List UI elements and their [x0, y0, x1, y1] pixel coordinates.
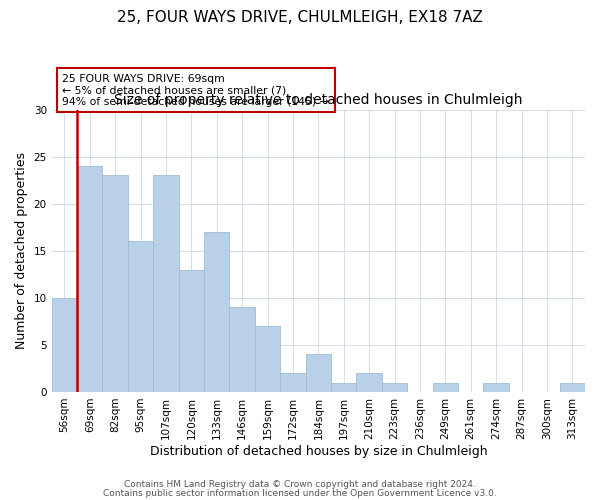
Text: 25 FOUR WAYS DRIVE: 69sqm
← 5% of detached houses are smaller (7)
94% of semi-de: 25 FOUR WAYS DRIVE: 69sqm ← 5% of detach… [62, 74, 329, 106]
Bar [305, 354, 331, 392]
Bar [356, 373, 382, 392]
Bar [382, 382, 407, 392]
Text: 25, FOUR WAYS DRIVE, CHULMLEIGH, EX18 7AZ: 25, FOUR WAYS DRIVE, CHULMLEIGH, EX18 7A… [117, 10, 483, 25]
Bar [52, 298, 77, 392]
Bar [103, 176, 128, 392]
Bar [484, 382, 509, 392]
Bar [560, 382, 585, 392]
X-axis label: Distribution of detached houses by size in Chulmleigh: Distribution of detached houses by size … [149, 444, 487, 458]
Bar [280, 373, 305, 392]
Bar [77, 166, 103, 392]
Bar [229, 307, 255, 392]
Text: Contains HM Land Registry data © Crown copyright and database right 2024.: Contains HM Land Registry data © Crown c… [124, 480, 476, 489]
Bar [255, 326, 280, 392]
Bar [179, 270, 204, 392]
Bar [331, 382, 356, 392]
Bar [204, 232, 229, 392]
Bar [433, 382, 458, 392]
Text: Contains public sector information licensed under the Open Government Licence v3: Contains public sector information licen… [103, 488, 497, 498]
Title: Size of property relative to detached houses in Chulmleigh: Size of property relative to detached ho… [114, 93, 523, 107]
Bar [128, 242, 153, 392]
Bar [153, 176, 179, 392]
Y-axis label: Number of detached properties: Number of detached properties [15, 152, 28, 350]
